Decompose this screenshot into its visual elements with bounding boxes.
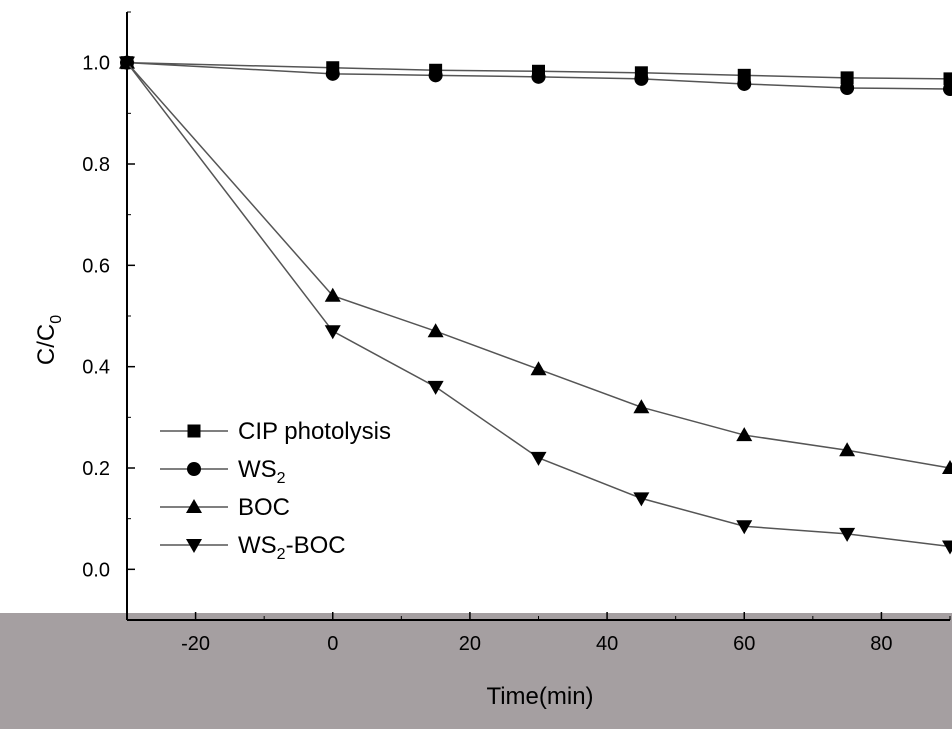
data-point	[119, 56, 135, 71]
legend-marker	[187, 424, 201, 438]
legend-marker	[186, 499, 202, 513]
legend-label-main: CIP photolysis	[238, 418, 391, 445]
series-line	[126, 62, 951, 469]
series-line	[126, 62, 951, 548]
y-axis-label-sub: 0	[48, 315, 65, 324]
data-point	[531, 69, 546, 84]
x-tick-label: 40	[596, 633, 618, 655]
x-axis-ticks: -20 0 20 40 60 80	[126, 612, 951, 655]
y-tick-label: 1.0	[82, 53, 110, 75]
data-point	[942, 540, 952, 555]
legend-item: CIP photolysis	[160, 418, 391, 445]
x-tick-label: 0	[327, 633, 338, 655]
legend-label-tail: -BOC	[286, 532, 346, 559]
legend-label-main: WS	[238, 456, 277, 483]
y-axis-ticks: 0.0 0.2 0.4 0.6 0.8 1.0	[82, 11, 135, 621]
y-tick-label: 0.6	[82, 255, 110, 277]
series-3	[119, 54, 952, 474]
plot-frame	[126, 12, 950, 621]
legend-item: WS2-BOC	[160, 532, 346, 563]
y-tick-label: 0.8	[82, 154, 110, 176]
series-layer	[119, 54, 952, 555]
data-point	[737, 76, 752, 91]
data-point	[427, 323, 444, 338]
y-axis-label-main: C/C	[33, 324, 60, 365]
x-axis-label: Time(min)	[486, 683, 593, 710]
x-tick-label: -20	[181, 633, 210, 655]
data-point	[839, 442, 856, 457]
data-point	[943, 72, 952, 86]
data-point	[427, 380, 444, 395]
x-tick-label: 80	[870, 633, 892, 655]
y-tick-label: 0.2	[82, 458, 110, 480]
legend-label-sub: 2	[277, 546, 286, 563]
data-point	[839, 527, 856, 542]
legend-label: BOC	[238, 494, 290, 521]
y-tick-label: 0.4	[82, 357, 110, 379]
legend-marker	[187, 462, 201, 476]
data-point	[840, 71, 854, 85]
legend-label: WS2-BOC	[238, 532, 346, 563]
data-point	[324, 325, 341, 340]
legend-item: BOC	[160, 494, 290, 521]
data-point	[530, 361, 547, 376]
data-point	[325, 66, 340, 81]
bottom-gray-band	[0, 613, 952, 729]
series-4	[119, 56, 952, 555]
data-point	[736, 427, 753, 442]
data-point	[324, 287, 341, 302]
legend-label: CIP photolysis	[238, 418, 391, 445]
series-line	[126, 61, 951, 80]
data-point	[942, 460, 952, 474]
legend-label-main: WS	[238, 532, 277, 559]
data-point	[736, 520, 753, 535]
data-point	[840, 81, 855, 95]
series-line	[126, 61, 951, 90]
legend-label: WS2	[238, 456, 286, 487]
x-tick-label: 60	[733, 633, 755, 655]
data-point	[943, 82, 952, 97]
data-point	[633, 492, 650, 507]
y-tick-label: 0.0	[82, 559, 110, 581]
series-2	[120, 55, 952, 97]
data-point	[530, 451, 547, 466]
data-point	[634, 71, 649, 86]
data-point	[428, 68, 443, 83]
x-tick-label: 20	[459, 633, 481, 655]
legend-item: WS2	[160, 456, 286, 487]
legend-label-main: BOC	[238, 494, 290, 521]
legend-marker	[186, 539, 202, 553]
data-point	[633, 399, 650, 414]
legend-label-sub: 2	[277, 470, 286, 487]
y-axis-label: C/C0	[33, 315, 65, 365]
